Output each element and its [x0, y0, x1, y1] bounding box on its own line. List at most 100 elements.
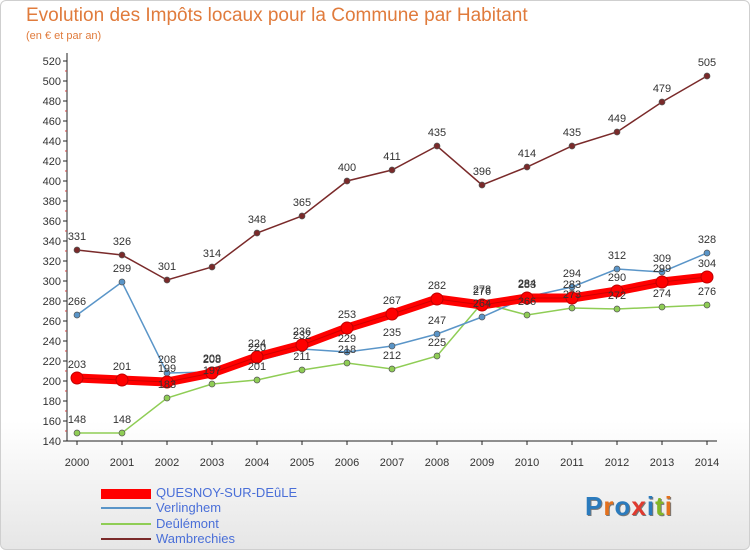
data-label-deulemont: 212 [383, 350, 401, 362]
x-tick-label: 2013 [650, 457, 674, 469]
legend-swatch-wambrechies [101, 538, 151, 540]
y-tick-label: 200 [43, 376, 61, 388]
data-label-deulemont: 148 [68, 414, 86, 426]
data-point-quesnoy [475, 298, 489, 312]
data-label-quesnoy: 201 [113, 361, 131, 373]
data-point-quesnoy [430, 292, 444, 306]
data-label-deulemont: 225 [428, 337, 446, 349]
x-tick-label: 2008 [425, 457, 449, 469]
y-tick-label: 480 [43, 96, 61, 108]
data-label-quesnoy: 290 [608, 272, 626, 284]
data-point-deulemont [433, 352, 441, 360]
x-tick-label: 2002 [155, 457, 179, 469]
x-tick-label: 2000 [65, 457, 89, 469]
data-point-verlinghem [613, 265, 621, 273]
data-label-wambrechies: 348 [248, 214, 266, 226]
x-tick-label: 2003 [200, 457, 224, 469]
data-label-wambrechies: 396 [473, 166, 491, 178]
data-point-quesnoy [520, 291, 534, 305]
data-point-wambrechies [73, 246, 81, 254]
data-label-verlinghem: 294 [563, 268, 581, 280]
data-point-deulemont [658, 303, 666, 311]
data-label-deulemont: 201 [248, 361, 266, 373]
data-point-deulemont [703, 301, 711, 309]
data-point-wambrechies [388, 166, 396, 174]
x-tick-label: 2006 [335, 457, 359, 469]
data-label-verlinghem: 220 [248, 342, 266, 354]
data-point-verlinghem [343, 348, 351, 356]
x-tick-label: 2009 [470, 457, 494, 469]
data-point-deulemont [163, 394, 171, 402]
data-label-quesnoy: 304 [698, 258, 716, 270]
data-label-quesnoy: 203 [68, 359, 86, 371]
data-point-wambrechies [703, 72, 711, 80]
data-label-deulemont: 183 [158, 379, 176, 391]
y-tick-label: 300 [43, 276, 61, 288]
data-label-wambrechies: 314 [203, 248, 221, 260]
legend-label-verlinghem: Verlinghem [156, 500, 222, 515]
y-tick-label: 280 [43, 296, 61, 308]
y-tick-label: 380 [43, 196, 61, 208]
x-tick-label: 2012 [605, 457, 629, 469]
data-point-deulemont [208, 380, 216, 388]
data-point-quesnoy [205, 366, 219, 380]
data-label-quesnoy: 199 [158, 363, 176, 375]
data-label-wambrechies: 414 [518, 148, 536, 160]
data-label-verlinghem: 232 [293, 330, 311, 342]
data-point-quesnoy [160, 375, 174, 389]
data-label-verlinghem: 235 [383, 327, 401, 339]
logo-letter: x [631, 491, 647, 521]
data-label-wambrechies: 435 [428, 127, 446, 139]
data-label-quesnoy: 299 [653, 263, 671, 275]
y-tick-label: 160 [43, 416, 61, 428]
data-label-wambrechies: 400 [338, 162, 356, 174]
data-label-wambrechies: 449 [608, 113, 626, 125]
data-label-deulemont: 211 [293, 351, 311, 363]
y-tick-label: 180 [43, 396, 61, 408]
data-label-verlinghem: 312 [608, 250, 626, 262]
data-label-verlinghem: 264 [473, 298, 491, 310]
data-point-wambrechies [118, 251, 126, 259]
data-point-quesnoy [565, 291, 579, 305]
legend-label-quesnoy: QUESNOY-SUR-DEûLE [156, 485, 298, 500]
data-point-quesnoy [295, 338, 309, 352]
y-tick-label: 500 [43, 76, 61, 88]
data-point-deulemont [118, 429, 126, 437]
data-label-wambrechies: 411 [383, 151, 401, 163]
data-label-verlinghem: 284 [518, 278, 536, 290]
data-point-deulemont [613, 305, 621, 313]
data-label-deulemont: 273 [563, 289, 581, 301]
data-point-verlinghem [658, 268, 666, 276]
data-point-deulemont [298, 366, 306, 374]
data-point-quesnoy [115, 373, 129, 387]
data-label-verlinghem: 247 [428, 315, 446, 327]
data-label-verlinghem: 309 [653, 253, 671, 265]
data-label-verlinghem: 299 [113, 263, 131, 275]
data-point-wambrechies [658, 98, 666, 106]
data-label-wambrechies: 435 [563, 127, 581, 139]
data-point-wambrechies [568, 142, 576, 150]
legend-swatch-deulemont [101, 523, 151, 525]
data-point-deulemont [568, 304, 576, 312]
y-tick-label: 460 [43, 116, 61, 128]
data-point-deulemont [253, 376, 261, 384]
data-point-verlinghem [568, 283, 576, 291]
logo-letter: i [646, 491, 656, 521]
logo-letter: o [614, 491, 632, 521]
data-point-quesnoy [340, 321, 354, 335]
chart-title: Evolution des Impôts locaux pour la Comm… [26, 5, 528, 26]
logo-letter: t [655, 491, 665, 521]
data-label-quesnoy: 224 [248, 338, 266, 350]
data-label-wambrechies: 331 [68, 231, 86, 243]
y-tick-label: 520 [43, 56, 61, 68]
data-label-deulemont: 278 [473, 284, 491, 296]
x-tick-label: 2007 [380, 457, 404, 469]
y-tick-label: 360 [43, 216, 61, 228]
data-point-wambrechies [433, 142, 441, 150]
y-tick-label: 140 [43, 436, 61, 448]
data-point-verlinghem [118, 278, 126, 286]
data-label-deulemont: 276 [698, 286, 716, 298]
data-point-quesnoy [655, 275, 669, 289]
logo-letter: i [664, 491, 673, 521]
